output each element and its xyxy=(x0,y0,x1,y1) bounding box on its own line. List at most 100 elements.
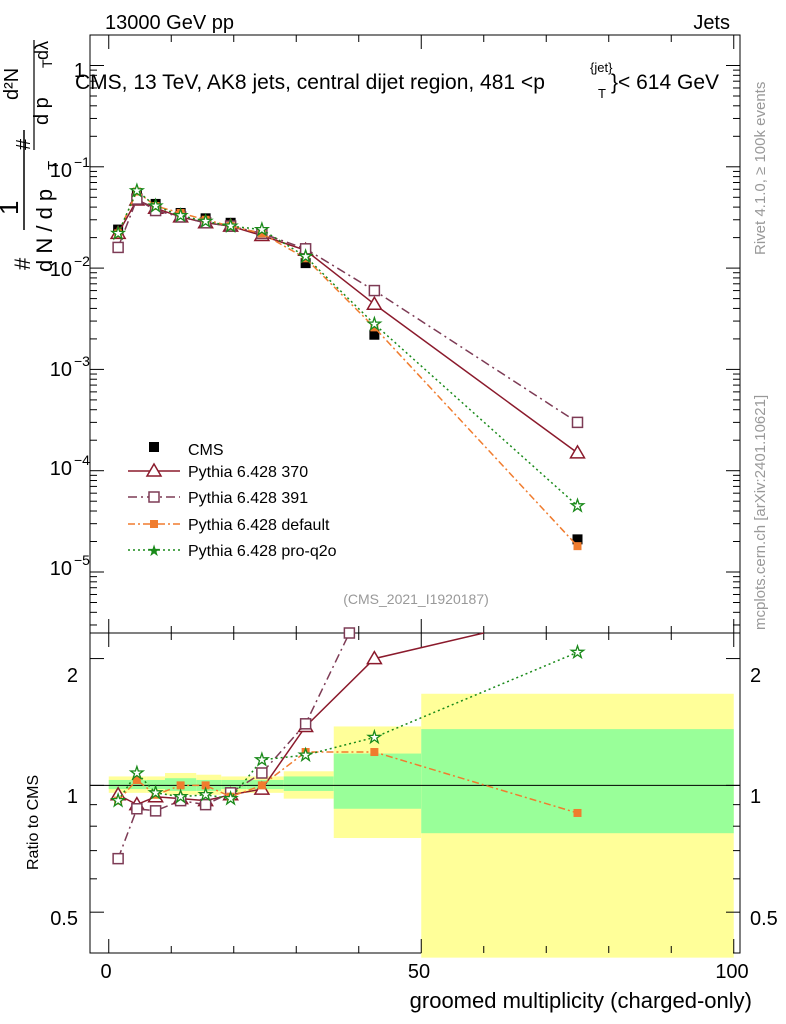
svg-text:Pythia 6.428 default: Pythia 6.428 default xyxy=(188,517,330,534)
axis-ticks xyxy=(90,34,740,954)
main-point-4-6 xyxy=(253,220,271,237)
x-axis-label: groomed multiplicity (charged-only) xyxy=(410,988,752,1013)
main-point-1-8 xyxy=(366,295,383,310)
svg-text:2: 2 xyxy=(750,665,761,687)
category-label: Jets xyxy=(693,12,730,34)
svg-text:0: 0 xyxy=(100,961,111,983)
svg-text:0.5: 0.5 xyxy=(50,908,78,930)
energy-label: 13000 GeV pp xyxy=(105,12,234,34)
ratio-line-1 xyxy=(117,632,351,859)
mcplots-label: mcplots.cern.ch [arXiv:2401.10621] xyxy=(752,395,769,630)
svg-text:50: 50 xyxy=(408,961,430,983)
ratio-band-green-9 xyxy=(421,729,734,834)
main-point-4-3 xyxy=(172,206,189,223)
ratio-band-green-8 xyxy=(333,753,422,809)
ratio-point-0-8 xyxy=(366,650,383,665)
svg-text:d N / d p: d N / d p xyxy=(32,189,57,272)
legend-item-370: Pythia 6.428 370 xyxy=(128,462,308,481)
ratio-point-2-3 xyxy=(176,781,185,790)
ytick-1e-3: 10 xyxy=(50,359,72,381)
legend-item-pro-q2o: ★ Pythia 6.428 pro-q2o xyxy=(128,541,337,560)
main-point-3-6 xyxy=(257,229,266,238)
ratio-point-2-9 xyxy=(573,808,582,817)
legend: CMS Pythia 6.428 370 Pythia 6.428 391 Py… xyxy=(128,442,337,560)
svg-text:CMS: CMS xyxy=(188,442,224,459)
ytick-1e-5: 10 xyxy=(50,558,72,580)
svg-text:{jet}: {jet} xyxy=(590,60,613,75)
ratio-line-0 xyxy=(117,632,484,806)
main-point-4-9 xyxy=(569,497,586,513)
ratio-point-2-8 xyxy=(370,748,379,757)
ratio-point-3-3 xyxy=(172,788,189,804)
main-point-0-7 xyxy=(300,258,311,269)
ratio-point-1-2 xyxy=(149,805,162,817)
svg-text:Pythia 6.428 370: Pythia 6.428 370 xyxy=(188,464,308,481)
main-point-4-5 xyxy=(222,217,239,233)
ratio-y-label: Ratio to CMS xyxy=(25,775,42,870)
ratio-point-2-4 xyxy=(201,781,210,790)
legend-item-cms: CMS xyxy=(149,442,224,459)
main-point-0-9 xyxy=(572,534,583,545)
svg-text:d²N: d²N xyxy=(1,68,23,100)
svg-text:Pythia 6.428 pro-q2o: Pythia 6.428 pro-q2o xyxy=(188,543,337,560)
svg-text:1: 1 xyxy=(67,786,78,808)
main-y-label: # 1 d N / d p T # d²N d p T dλ xyxy=(0,40,62,272)
ratio-point-1-7 xyxy=(299,718,312,730)
ratio-point-3-7 xyxy=(297,746,314,763)
ratio-point-3-4 xyxy=(197,786,214,802)
legend-item-default: Pythia 6.428 default xyxy=(128,517,330,534)
ytick-1e-4: 10 xyxy=(50,458,72,480)
svg-text:#: # xyxy=(13,138,35,150)
ratio-band-green-5 xyxy=(221,779,247,790)
svg-text:−4: −4 xyxy=(74,452,90,468)
ratio-point-3-0 xyxy=(109,791,127,808)
svg-text:}< 614 GeV: }< 614 GeV xyxy=(611,71,719,94)
ratio-point-3-6 xyxy=(253,751,271,767)
ratio-point-2-6 xyxy=(257,781,266,790)
main-point-4-7 xyxy=(297,248,314,264)
ratio-point-1-6 xyxy=(256,767,268,779)
svg-text:0.5: 0.5 xyxy=(750,908,778,930)
svg-text:CMS, 13 TeV, AK8 jets, central: CMS, 13 TeV, AK8 jets, central dijet reg… xyxy=(75,71,545,94)
main-point-0-8 xyxy=(369,329,380,340)
ratio-point-3-2 xyxy=(147,784,164,800)
ratio-band-green-1 xyxy=(127,779,147,790)
main-series-4 xyxy=(109,182,586,513)
main-series-0 xyxy=(113,188,583,545)
main-point-1-9 xyxy=(569,444,586,459)
svg-text:#: # xyxy=(10,257,35,270)
main-point-4-2 xyxy=(147,197,164,213)
svg-text:100: 100 xyxy=(715,961,748,983)
svg-text:1: 1 xyxy=(750,786,761,808)
ratio-band-green-0 xyxy=(108,779,128,790)
ratio-point-3-9 xyxy=(569,643,586,660)
main-point-4-1 xyxy=(128,182,146,198)
main-line-2 xyxy=(117,197,578,424)
main-point-4-8 xyxy=(366,315,383,332)
main-series-1 xyxy=(109,191,586,459)
svg-text:2: 2 xyxy=(67,665,78,687)
legend-item-391: Pythia 6.428 391 xyxy=(128,490,308,507)
main-y-tick-labels: 10 −5 10 −4 10 −3 10 −2 10 −1 1 xyxy=(50,60,90,580)
main-point-3-9 xyxy=(573,542,582,551)
main-point-4-0 xyxy=(109,224,127,241)
main-line-1 xyxy=(117,199,578,454)
x-tick-labels: 0 50 100 xyxy=(100,961,748,983)
ratio-point-3-1 xyxy=(128,764,146,780)
plot-title: CMS, 13 TeV, AK8 jets, central dijet reg… xyxy=(75,60,719,101)
ytick-1e-2: 10 xyxy=(50,259,72,281)
rivet-version-label: Rivet 4.1.0, ≥ 100k events xyxy=(752,82,769,255)
ratio-point-1-8 xyxy=(343,627,356,639)
svg-text:d p: d p xyxy=(31,97,53,125)
ratio-y-tick-labels: 0.5 1 2 0.5 1 2 xyxy=(50,665,778,930)
svg-text:T: T xyxy=(598,86,606,101)
svg-text:1: 1 xyxy=(0,201,24,215)
svg-text:Pythia 6.428 391: Pythia 6.428 391 xyxy=(188,490,308,507)
ratio-series-1 xyxy=(112,627,356,865)
main-series-3 xyxy=(114,187,582,551)
ratio-point-2-1 xyxy=(132,775,141,784)
ratio-band-green-7 xyxy=(283,776,334,791)
svg-text:−5: −5 xyxy=(74,552,90,568)
main-series-2 xyxy=(112,193,584,429)
